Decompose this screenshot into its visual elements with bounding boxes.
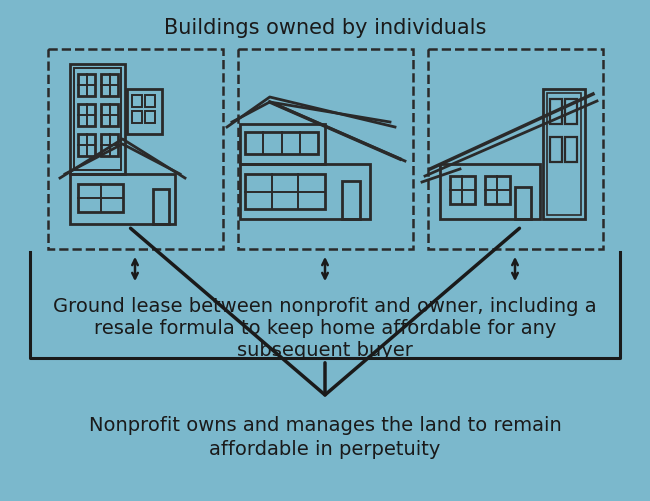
- Bar: [78, 135, 95, 157]
- Bar: [132, 112, 142, 124]
- Bar: [245, 133, 318, 155]
- Bar: [145, 112, 155, 124]
- Bar: [70, 175, 175, 224]
- Bar: [565, 138, 577, 163]
- Text: Buildings owned by individuals: Buildings owned by individuals: [164, 18, 486, 38]
- Text: Ground lease between nonprofit and owner, including a: Ground lease between nonprofit and owner…: [53, 297, 597, 315]
- Bar: [547, 94, 581, 215]
- Bar: [70, 65, 125, 175]
- Bar: [485, 177, 510, 204]
- Text: affordable in perpetuity: affordable in perpetuity: [209, 439, 441, 458]
- Bar: [428, 50, 603, 249]
- Bar: [543, 90, 585, 219]
- Bar: [132, 96, 142, 108]
- Bar: [440, 165, 540, 219]
- Bar: [245, 175, 325, 209]
- Bar: [145, 96, 155, 108]
- Bar: [101, 75, 118, 97]
- Text: subsequent buyer: subsequent buyer: [237, 340, 413, 359]
- Bar: [101, 105, 118, 127]
- Bar: [127, 90, 162, 135]
- Text: Nonprofit owns and manages the land to remain: Nonprofit owns and manages the land to r…: [88, 415, 562, 434]
- Bar: [240, 125, 325, 165]
- Bar: [450, 177, 475, 204]
- Text: resale formula to keep home affordable for any: resale formula to keep home affordable f…: [94, 318, 556, 337]
- Bar: [240, 165, 370, 219]
- Bar: [565, 100, 577, 125]
- Bar: [74, 69, 121, 171]
- Bar: [550, 138, 562, 163]
- Bar: [550, 100, 562, 125]
- Bar: [101, 135, 118, 157]
- Bar: [342, 182, 360, 219]
- Bar: [78, 75, 95, 97]
- Bar: [237, 50, 413, 249]
- Bar: [47, 50, 222, 249]
- Bar: [515, 188, 531, 219]
- Bar: [78, 185, 123, 212]
- Bar: [153, 189, 169, 224]
- Bar: [78, 105, 95, 127]
